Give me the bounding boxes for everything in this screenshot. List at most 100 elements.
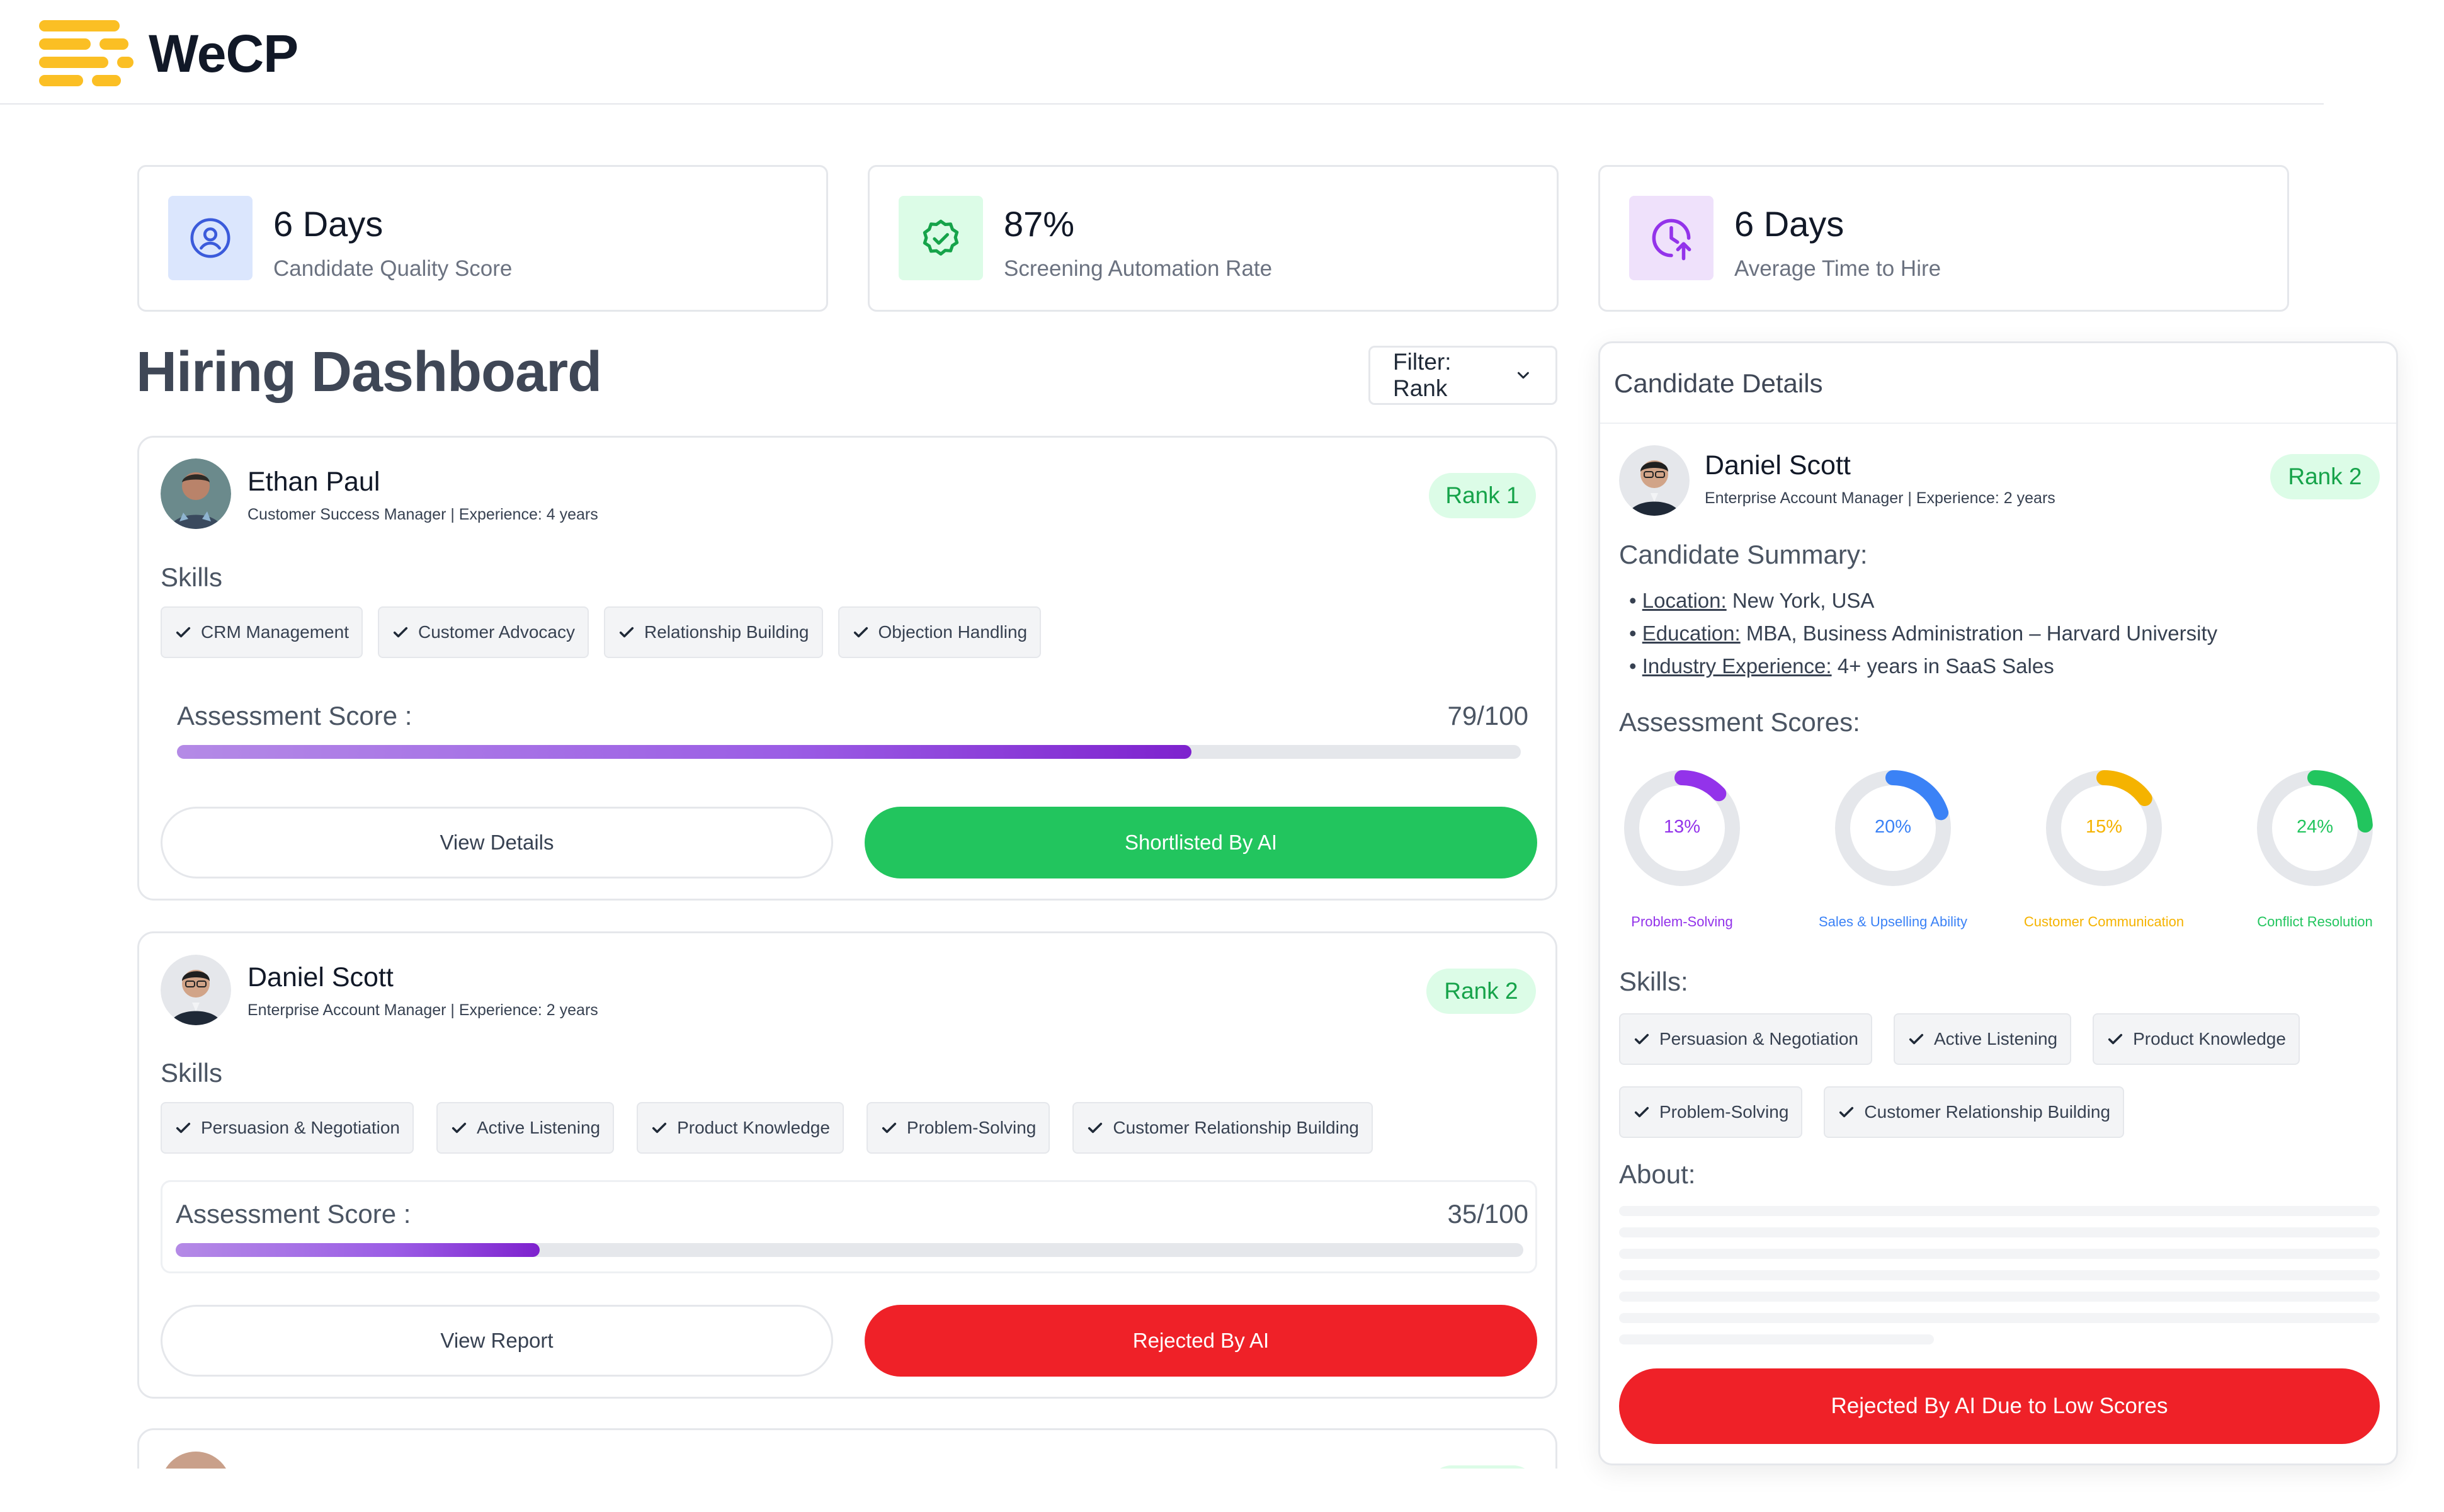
skill-chip: Customer Advocacy [377, 606, 589, 658]
check-icon [1909, 1033, 1924, 1045]
stat-card-quality: 6 Days Candidate Quality Score [137, 165, 828, 312]
filter-dropdown[interactable]: Filter: Rank [1368, 346, 1557, 405]
about-title: About: [1619, 1159, 1696, 1189]
score-label: Assessment Score : [177, 701, 412, 730]
user-circle-icon [168, 196, 253, 280]
donut-value: 15% [2085, 817, 2123, 837]
check-icon [176, 627, 191, 638]
check-icon [853, 627, 868, 638]
avatar [161, 458, 231, 529]
stat-card-automation: 87% Screening Automation Rate [868, 165, 1559, 312]
avatar [161, 955, 231, 1025]
stat-value: 6 Days [1734, 204, 1844, 244]
score-donut: 20% Sales & Upselling Ability [1819, 765, 1967, 929]
skill-chip: Customer Relationship Building [1072, 1102, 1373, 1154]
panel-divider [1600, 423, 2396, 424]
donut-label: Conflict Resolution [2257, 914, 2373, 929]
skill-chip: Customer Relationship Building [1824, 1086, 2125, 1138]
score-progress-bar [177, 745, 1521, 759]
score-donut: 13% Problem-Solving [1619, 765, 1745, 929]
skill-chip: Product Knowledge [637, 1102, 844, 1154]
summary-item-location: • Location: New York, USA [1629, 589, 1875, 612]
check-icon [1634, 1033, 1649, 1045]
stat-label: Average Time to Hire [1734, 256, 1941, 281]
stat-value: 6 Days [273, 204, 384, 244]
score-box [161, 1180, 1537, 1273]
check-icon [619, 627, 634, 638]
skill-chip: Active Listening [436, 1102, 615, 1154]
check-icon [393, 627, 408, 638]
score-donut: 15% Customer Communication [2024, 765, 2184, 929]
skills-list: Persuasion & Negotiation Active Listenin… [1619, 1013, 2375, 1138]
donut-label: Customer Communication [2023, 914, 2185, 929]
score-label: Assessment Score : [176, 1199, 411, 1229]
skill-chip: Product Knowledge [2093, 1013, 2300, 1065]
skills-title: Skills: [1619, 967, 1688, 996]
rank-badge [1429, 1465, 1536, 1469]
check-icon [1088, 1122, 1103, 1134]
clock-arrow-up-icon [1629, 196, 1714, 280]
page-title: Hiring Dashboard [136, 341, 602, 404]
skills-label: Skills [161, 1058, 223, 1088]
score-value: 79/100 [1447, 701, 1528, 730]
check-icon [1634, 1106, 1649, 1118]
skills-list: Persuasion & Negotiation Active Listenin… [161, 1102, 1373, 1154]
view-details-button[interactable]: View Details [161, 807, 833, 878]
check-icon [452, 1122, 467, 1134]
candidate-subtitle: Enterprise Account Manager | Experience:… [247, 1001, 598, 1019]
summary-item-education: • Education: MBA, Business Administratio… [1629, 622, 2218, 645]
view-report-button[interactable]: View Report [161, 1305, 833, 1377]
donut-value: 20% [1874, 817, 1912, 837]
skill-chip: Problem-Solving [1619, 1086, 1803, 1138]
skill-chip: Relationship Building [603, 606, 823, 658]
skills-list: CRM Management Customer Advocacy Relatio… [161, 606, 1042, 658]
skill-chip: Objection Handling [838, 606, 1042, 658]
check-icon [2108, 1033, 2123, 1045]
rejected-low-scores-button[interactable]: Rejected By AI Due to Low Scores [1619, 1368, 2380, 1444]
candidate-name: Ethan Paul [247, 467, 380, 497]
candidate-subtitle: Customer Success Manager | Experience: 4… [247, 506, 598, 523]
rank-badge: Rank 1 [1429, 473, 1536, 518]
skill-chip: CRM Management [161, 606, 363, 658]
donut-label: Problem-Solving [1631, 914, 1733, 929]
chevron-down-icon [1518, 372, 1530, 379]
candidate-card-partial [137, 1428, 1557, 1469]
filter-label: Filter: Rank [1393, 349, 1452, 401]
check-icon [1839, 1106, 1854, 1118]
skill-chip: Persuasion & Negotiation [161, 1102, 414, 1154]
donut-label: Sales & Upselling Ability [1818, 914, 1967, 929]
rank-badge: Rank 2 [1426, 969, 1536, 1014]
score-progress-fill [176, 1243, 540, 1257]
candidate-name: Daniel Scott [247, 962, 394, 992]
score-donut: 24% Conflict Resolution [2252, 765, 2378, 929]
check-icon [882, 1122, 897, 1134]
score-progress-bar [176, 1243, 1523, 1257]
stat-card-time-to-hire: 6 Days Average Time to Hire [1598, 165, 2289, 312]
candidate-details-panel: Candidate Details Daniel Scott Enterpris… [1598, 341, 2398, 1465]
rejected-status-button[interactable]: Rejected By AI [865, 1305, 1537, 1377]
donut-value: 13% [1663, 817, 1701, 837]
scores-title: Assessment Scores: [1619, 707, 1860, 737]
skill-chip: Persuasion & Negotiation [1619, 1013, 1872, 1065]
check-icon [176, 1122, 191, 1134]
stat-label: Screening Automation Rate [1004, 256, 1273, 281]
stat-label: Candidate Quality Score [273, 256, 513, 281]
summary-item-experience: • Industry Experience: 4+ years in SaaS … [1629, 654, 2054, 678]
rank-badge: Rank 2 [2270, 454, 2380, 499]
summary-title: Candidate Summary: [1619, 540, 1868, 569]
candidate-name: Daniel Scott [1705, 450, 1851, 480]
avatar [1619, 445, 1690, 516]
candidate-card: Daniel Scott Enterprise Account Manager … [137, 931, 1557, 1399]
score-progress-fill [177, 745, 1192, 759]
badge-check-icon [899, 196, 983, 280]
score-value: 35/100 [1447, 1199, 1528, 1229]
skill-chip: Active Listening [1893, 1013, 2072, 1065]
avatar [161, 1452, 231, 1469]
skill-chip: Problem-Solving [866, 1102, 1050, 1154]
brand-name: WeCP [149, 24, 298, 83]
skills-label: Skills [161, 562, 223, 592]
shortlisted-status-button[interactable]: Shortlisted By AI [865, 807, 1537, 878]
panel-title: Candidate Details [1614, 368, 1823, 398]
candidate-card: Ethan Paul Customer Success Manager | Ex… [137, 436, 1557, 901]
about-placeholder [1619, 1206, 2380, 1344]
